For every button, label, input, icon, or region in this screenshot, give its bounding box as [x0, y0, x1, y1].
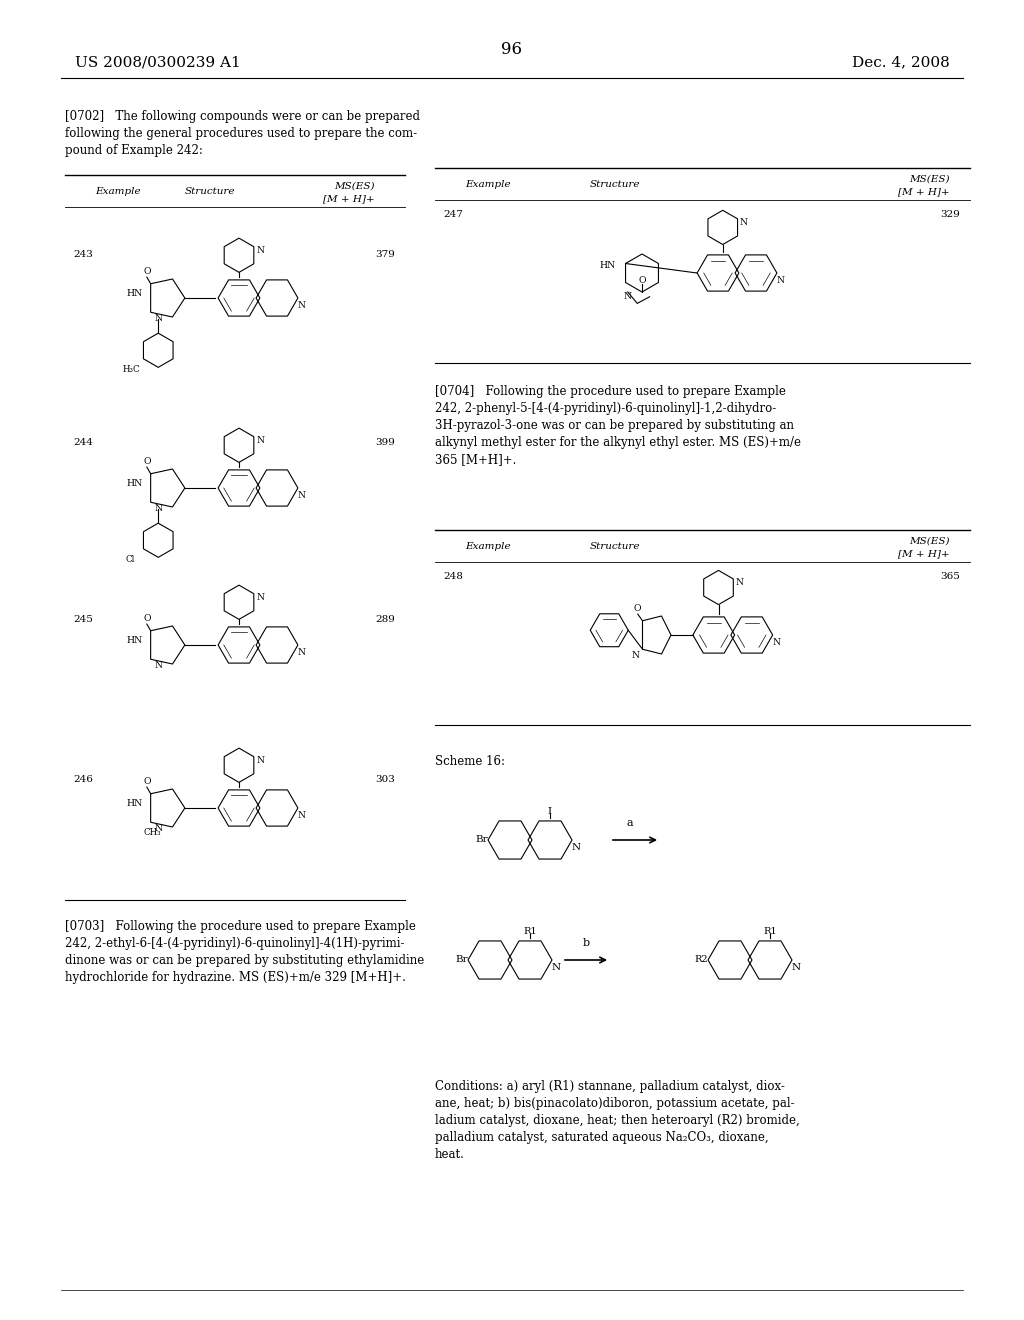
- Text: O: O: [143, 777, 151, 785]
- Text: 303: 303: [375, 775, 395, 784]
- Text: b: b: [583, 939, 590, 948]
- Text: O: O: [634, 605, 641, 612]
- Text: 245: 245: [73, 615, 93, 624]
- Text: 244: 244: [73, 438, 93, 447]
- Text: Structure: Structure: [184, 187, 236, 195]
- Text: 96: 96: [502, 41, 522, 58]
- Text: 243: 243: [73, 249, 93, 259]
- Text: Br: Br: [456, 956, 468, 965]
- Text: 329: 329: [940, 210, 961, 219]
- Text: Structure: Structure: [590, 543, 640, 550]
- Text: N: N: [773, 638, 780, 647]
- Text: N: N: [740, 218, 748, 227]
- Text: MS(ES): MS(ES): [909, 176, 950, 183]
- Text: N: N: [777, 276, 785, 285]
- Text: N: N: [155, 314, 163, 323]
- Text: HN: HN: [127, 479, 143, 488]
- Text: N: N: [572, 843, 582, 853]
- Text: 399: 399: [375, 438, 395, 447]
- Text: O: O: [638, 276, 646, 285]
- Text: N: N: [256, 246, 264, 255]
- Text: HN: HN: [127, 799, 143, 808]
- Text: MS(ES): MS(ES): [909, 537, 950, 546]
- Text: HN: HN: [127, 289, 143, 298]
- Text: R2: R2: [694, 956, 708, 965]
- Text: HN: HN: [599, 261, 615, 269]
- Text: Example: Example: [465, 543, 511, 550]
- Text: [0704]   Following the procedure used to prepare Example
242, 2-phenyl-5-[4-(4-p: [0704] Following the procedure used to p…: [435, 385, 801, 466]
- Text: [0702]   The following compounds were or can be prepared
following the general p: [0702] The following compounds were or c…: [65, 110, 420, 157]
- Text: N: N: [298, 301, 306, 310]
- Text: 289: 289: [375, 615, 395, 624]
- Text: [0703]   Following the procedure used to prepare Example
242, 2-ethyl-6-[4-(4-py: [0703] Following the procedure used to p…: [65, 920, 424, 983]
- Text: [M + H]+: [M + H]+: [324, 194, 375, 203]
- Text: O: O: [143, 267, 151, 276]
- Text: Dec. 4, 2008: Dec. 4, 2008: [852, 55, 950, 69]
- Text: N: N: [298, 648, 306, 657]
- Text: N: N: [298, 491, 306, 500]
- Text: HN: HN: [127, 636, 143, 644]
- Text: Example: Example: [95, 187, 140, 195]
- Text: a: a: [627, 818, 633, 828]
- Text: N: N: [552, 964, 561, 973]
- Text: [M + H]+: [M + H]+: [898, 549, 950, 558]
- Text: CH₃: CH₃: [143, 828, 162, 837]
- Text: MS(ES): MS(ES): [335, 182, 375, 191]
- Text: N: N: [256, 593, 264, 602]
- Text: 246: 246: [73, 775, 93, 784]
- Text: N: N: [256, 436, 264, 445]
- Text: Conditions: a) aryl (R1) stannane, palladium catalyst, diox-
ane, heat; b) bis(p: Conditions: a) aryl (R1) stannane, palla…: [435, 1080, 800, 1162]
- Text: [M + H]+: [M + H]+: [898, 187, 950, 195]
- Text: Example: Example: [465, 180, 511, 189]
- Text: H₃C: H₃C: [123, 364, 140, 374]
- Text: N: N: [735, 578, 743, 587]
- Text: 247: 247: [443, 210, 463, 219]
- Text: N: N: [298, 810, 306, 820]
- Text: R1: R1: [763, 928, 777, 936]
- Text: R1: R1: [523, 928, 537, 936]
- Text: N: N: [155, 661, 163, 671]
- Text: O: O: [143, 614, 151, 623]
- Text: 248: 248: [443, 572, 463, 581]
- Text: 365: 365: [940, 572, 961, 581]
- Text: Scheme 16:: Scheme 16:: [435, 755, 505, 768]
- Text: N: N: [792, 964, 801, 973]
- Text: N: N: [155, 825, 163, 833]
- Text: Cl: Cl: [125, 554, 134, 564]
- Text: N: N: [624, 292, 632, 301]
- Text: I: I: [548, 808, 552, 817]
- Text: N: N: [155, 504, 163, 513]
- Text: 379: 379: [375, 249, 395, 259]
- Text: Br: Br: [475, 836, 488, 845]
- Text: Structure: Structure: [590, 180, 640, 189]
- Text: N: N: [256, 756, 264, 766]
- Text: US 2008/0300239 A1: US 2008/0300239 A1: [75, 55, 241, 69]
- Text: O: O: [143, 457, 151, 466]
- Text: N: N: [632, 651, 640, 660]
